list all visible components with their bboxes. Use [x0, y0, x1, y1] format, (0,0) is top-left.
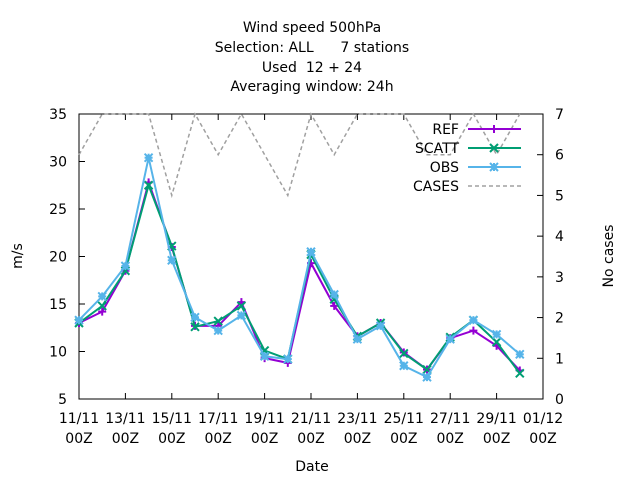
y2-tick-label: 7 [555, 107, 564, 123]
x-tick-label-time: 00Z [297, 431, 324, 447]
point-obs [97, 291, 107, 302]
point-scatt [236, 301, 247, 311]
x-tick-label-time: 00Z [251, 431, 278, 447]
y-tick-label: 10 [49, 345, 67, 361]
chart-title: Wind speed 500hPa Selection: ALL 7 stati… [215, 20, 409, 95]
point-obs [143, 152, 154, 163]
legend-label-scatt: SCATT [415, 141, 459, 157]
x-tick-label-date: 29/11 [476, 411, 516, 427]
legend-label-cases: CASES [413, 179, 459, 195]
series-line-cases [78, 112, 521, 199]
point-ref [98, 307, 107, 316]
y-tick-label: 25 [49, 202, 67, 218]
point-scatt [97, 301, 107, 311]
y-tick-label: 35 [49, 107, 67, 123]
x-tick-label-time: 00Z [204, 431, 231, 447]
title-line-4: Averaging window: 24h [230, 79, 393, 95]
point-obs [213, 325, 223, 336]
title-line-1: Wind speed 500hPa [243, 20, 381, 36]
point-obs [515, 349, 525, 360]
x-tick-label-time: 00Z [158, 431, 185, 447]
point-obs [306, 247, 316, 257]
y-tick-label: 5 [58, 392, 67, 408]
point-ref [469, 326, 478, 335]
y2-tick-label: 5 [555, 188, 564, 204]
x-tick-label-date: 13/11 [105, 411, 145, 427]
point-obs [236, 310, 247, 321]
y-axis-label: m/s [10, 243, 26, 269]
x-tick-label-date: 01/12 [523, 411, 563, 427]
point-scatt [399, 348, 409, 359]
x-axis-label: Date [295, 459, 328, 475]
point-obs [491, 329, 502, 340]
point-obs [167, 255, 177, 266]
y2-tick-label: 1 [555, 351, 564, 367]
x-tick-label-time: 00Z [112, 431, 139, 447]
plot-area: 5 10 15 20 25 30 35 0 1 2 3 4 5 6 7 11/11 00Z 13/11 00Z 15/… [49, 107, 564, 447]
x-tick-label-date: 25/11 [384, 411, 424, 427]
point-scatt [491, 337, 502, 347]
y2-tick-label: 4 [555, 229, 564, 245]
x-tick-label-date: 27/11 [430, 411, 470, 427]
point-obs [74, 315, 84, 325]
y-tick-label: 15 [49, 297, 67, 313]
legend-label-ref: REF [432, 122, 459, 138]
x-tick-label-date: 21/11 [291, 411, 331, 427]
x-tick-label-date: 23/11 [337, 411, 377, 427]
legend-marker-obs [489, 162, 499, 172]
y2-axis-label: No cases [601, 225, 617, 288]
point-obs [445, 334, 455, 344]
title-line-3: Used 12 + 24 [262, 60, 362, 76]
x-tick-label-time: 00Z [483, 431, 510, 447]
point-obs [468, 315, 479, 325]
point-scatt [143, 180, 154, 190]
y2-tick-label: 0 [555, 392, 564, 408]
y-tick-label: 30 [49, 155, 67, 171]
x-tick-label-date: 15/11 [152, 411, 192, 427]
x-tick-label-time: 00Z [390, 431, 417, 447]
legend-marker-scatt [489, 143, 499, 153]
point-obs [190, 312, 200, 323]
y2-tick-label: 3 [555, 270, 564, 286]
point-obs [375, 321, 386, 331]
point-scatt [190, 322, 200, 332]
x-tick-label-date: 17/11 [198, 411, 238, 427]
y-tick-label: 20 [49, 250, 67, 266]
point-obs [399, 361, 409, 371]
title-line-2: Selection: ALL 7 stations [215, 40, 409, 56]
point-ref [330, 301, 339, 310]
point-obs [120, 261, 131, 271]
point-scatt [213, 316, 223, 326]
point-obs [283, 354, 293, 364]
y2-tick-label: 6 [555, 148, 564, 164]
y2-tick-label: 2 [555, 311, 564, 327]
x-tick-label-time: 00Z [436, 431, 463, 447]
legend-marker-ref [490, 125, 498, 133]
point-obs [259, 351, 270, 361]
legend-label-obs: OBS [430, 160, 459, 176]
point-obs [329, 289, 339, 300]
point-obs [352, 334, 363, 344]
x-tick-label-time: 00Z [344, 431, 371, 447]
x-tick-label-time: 00Z [65, 431, 92, 447]
point-obs [422, 372, 432, 382]
x-tick-label-date: 19/11 [244, 411, 284, 427]
x-tick-label-date: 11/11 [59, 411, 99, 427]
x-tick-label-time: 00Z [529, 431, 556, 447]
point-scatt [515, 368, 525, 379]
series-line-obs [78, 157, 521, 379]
series-line-scatt [78, 182, 521, 374]
